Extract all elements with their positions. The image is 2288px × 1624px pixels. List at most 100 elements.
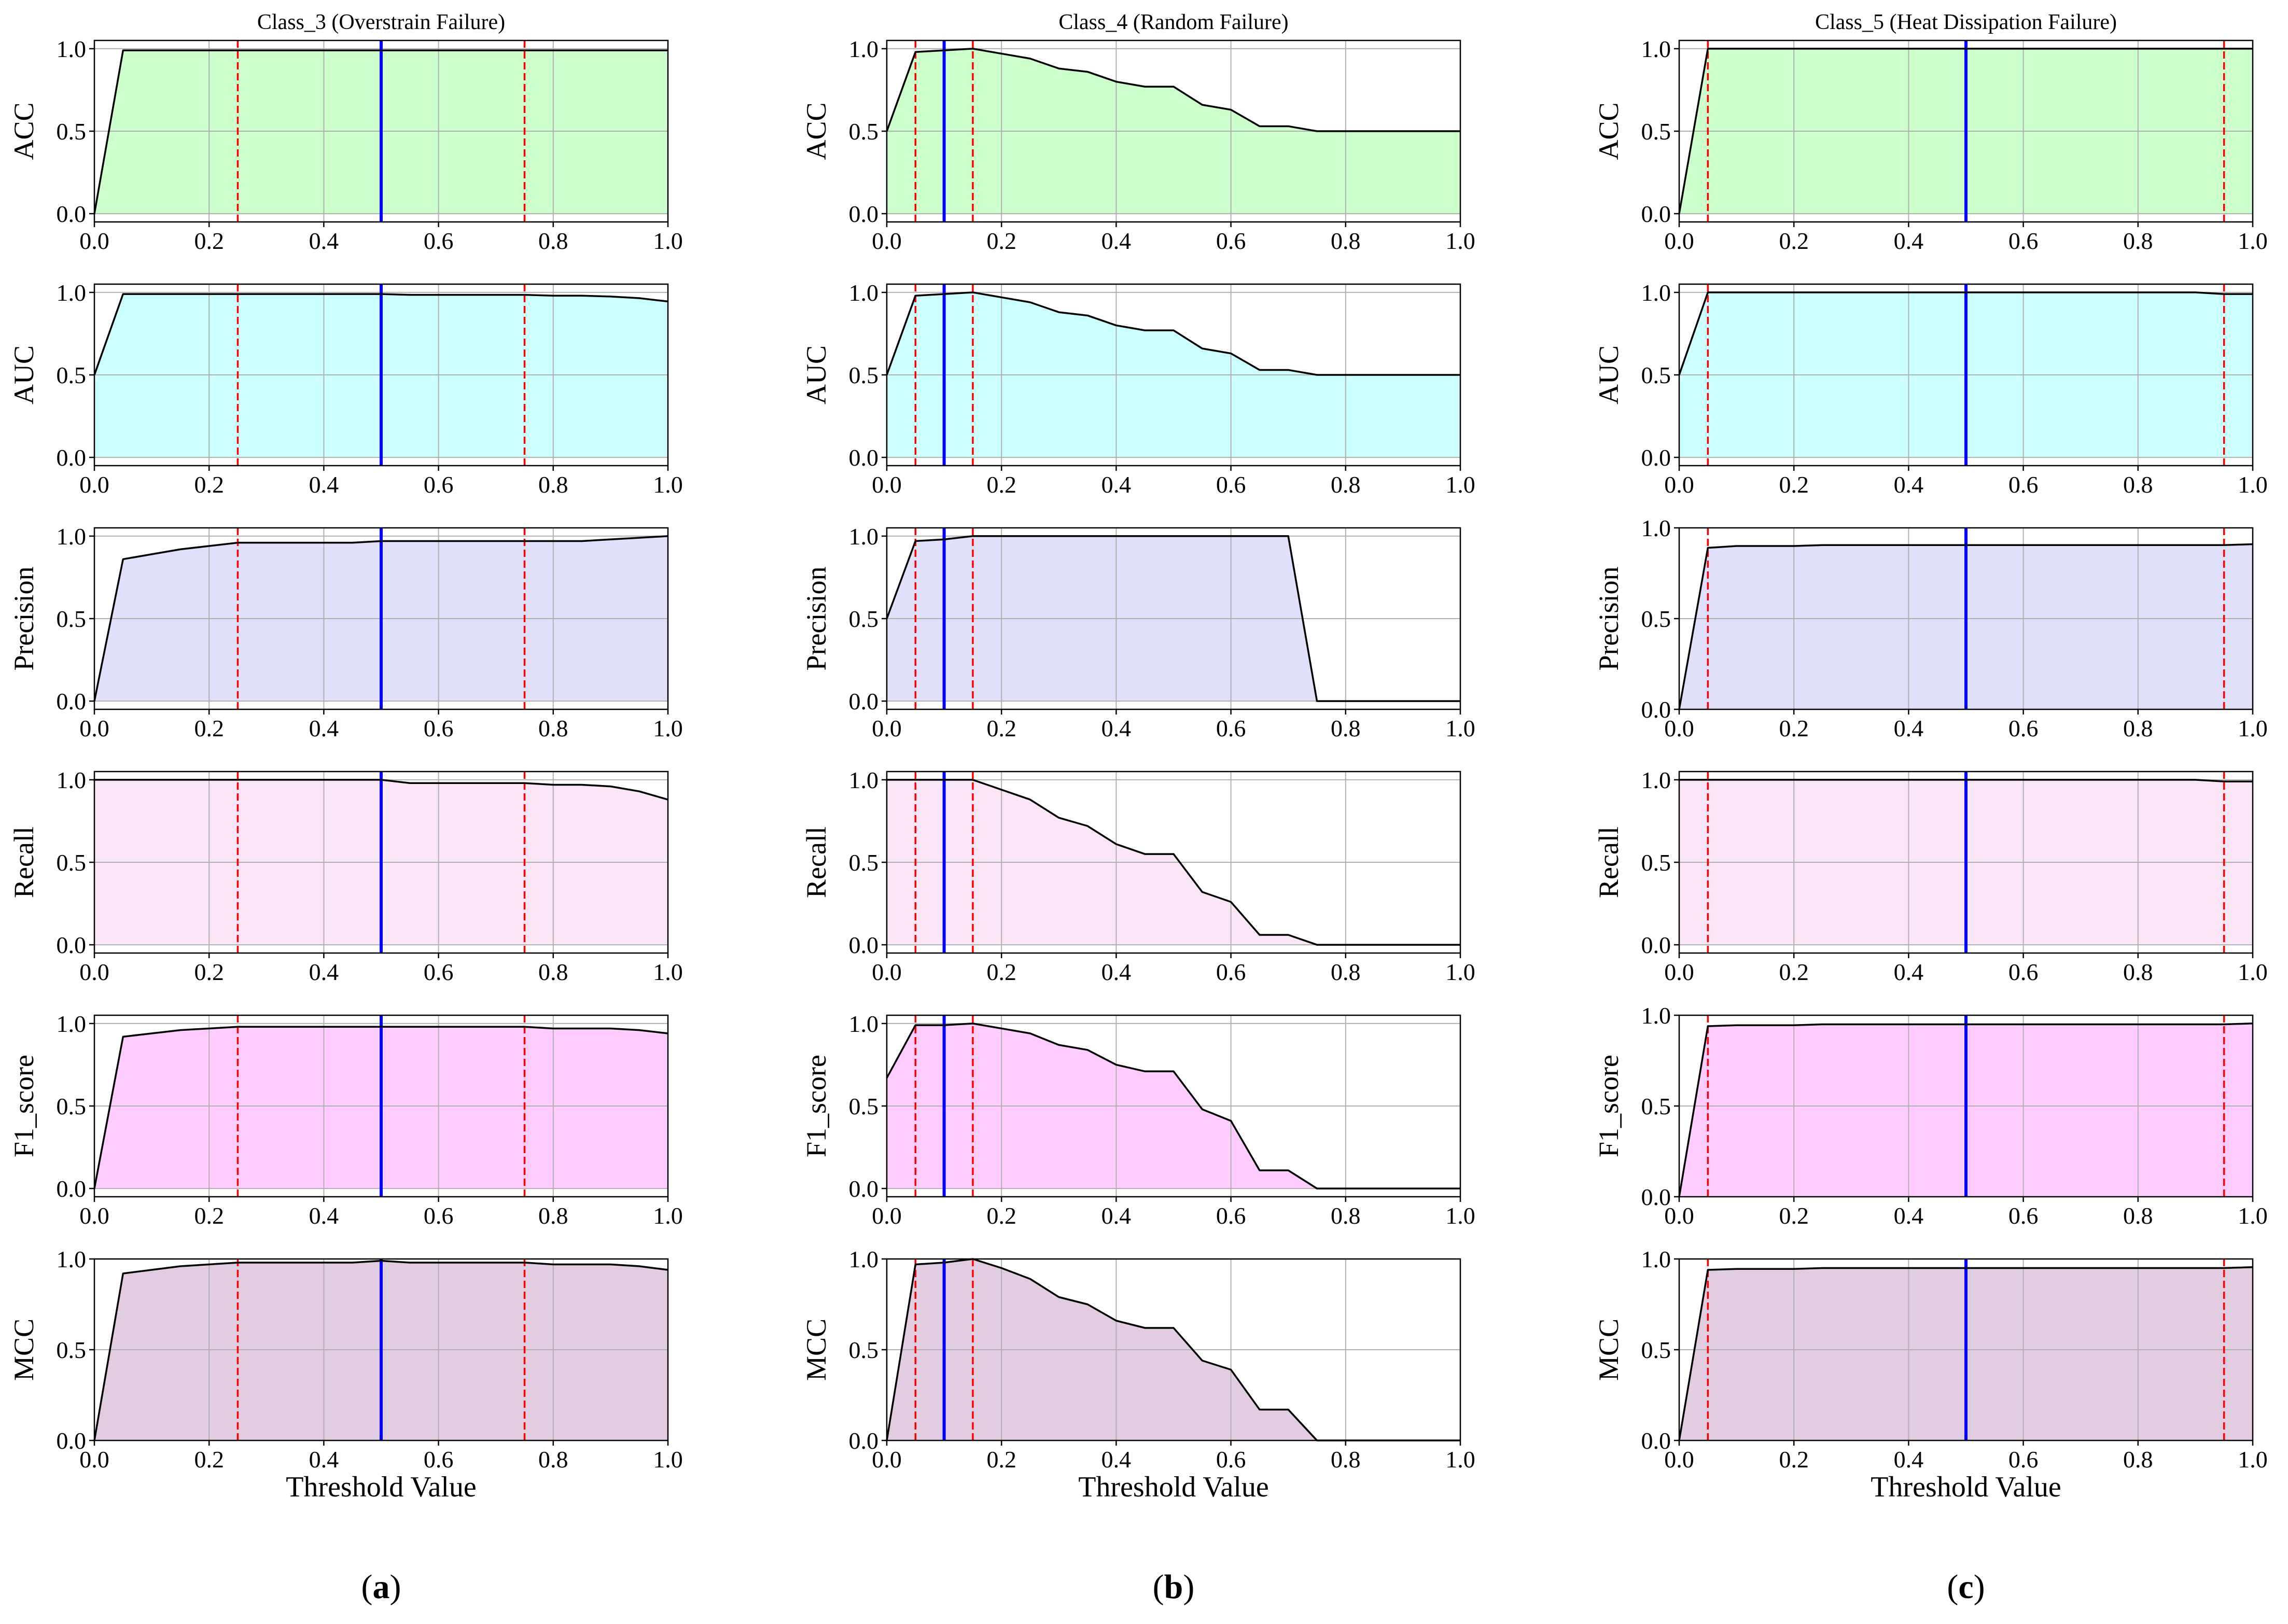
y-tick-label: 1.0	[57, 767, 87, 793]
x-tick-label: 0.8	[2123, 471, 2153, 498]
subplot-mcc: 0.0 0.2 0.4 0.6 0.8 1.0 0.0 0.5 1.0 MCC	[801, 1246, 1475, 1473]
x-tick-label: 0.6	[2008, 228, 2039, 254]
y-tick-label: 0.5	[1641, 606, 1671, 632]
subplot-precision: 0.0 0.2 0.4 0.6 0.8 1.0 0.0 0.5 1.0 Precision	[8, 523, 683, 741]
x-tick-label: 0.6	[424, 715, 454, 741]
y-tick-label: 0.5	[849, 606, 879, 632]
x-tick-label: 0.4	[1894, 959, 1924, 985]
x-tick-label: 0.2	[194, 471, 224, 498]
subplot-auc: 0.0 0.2 0.4 0.6 0.8 1.0 0.0 0.5 1.0 AUC	[801, 279, 1475, 498]
x-tick-label: 1.0	[2238, 959, 2268, 985]
y-tick-label: 0.0	[849, 201, 879, 227]
x-tick-label: 0.0	[872, 1446, 902, 1473]
x-tick-label: 0.4	[1101, 959, 1132, 985]
x-tick-label: 0.2	[1779, 471, 1809, 498]
y-tick-label: 0.5	[57, 362, 87, 388]
x-tick-label: 0.2	[986, 471, 1016, 498]
y-tick-label: 1.0	[1641, 767, 1671, 793]
x-tick-label: 1.0	[1445, 959, 1475, 985]
x-tick-label: 0.6	[1216, 1202, 1246, 1229]
y-axis-label: Recall	[1593, 827, 1624, 898]
y-tick-label: 0.0	[57, 201, 87, 227]
x-axis-label: Threshold Value	[1078, 1471, 1269, 1503]
subplot-f1_score: 0.0 0.2 0.4 0.6 0.8 1.0 0.0 0.5 1.0 F1_score	[1593, 1002, 2268, 1229]
x-tick-label: 0.0	[79, 1202, 109, 1229]
y-axis-label: ACC	[1593, 102, 1624, 160]
x-tick-label: 1.0	[2238, 715, 2268, 741]
subplot-mcc: 0.0 0.2 0.4 0.6 0.8 1.0 0.0 0.5 1.0 MCC	[1593, 1246, 2268, 1473]
x-tick-label: 0.6	[424, 471, 454, 498]
y-tick-label: 1.0	[849, 36, 879, 62]
y-tick-label: 0.5	[849, 118, 879, 145]
metric-curve-precision	[93, 535, 668, 702]
y-tick-label: 0.5	[1641, 1337, 1671, 1363]
x-tick-label: 0.2	[194, 228, 224, 254]
metric-curve-recall	[1679, 779, 2253, 782]
subplot-mcc: 0.0 0.2 0.4 0.6 0.8 1.0 0.0 0.5 1.0 MCC	[8, 1246, 683, 1473]
x-tick-label: 0.2	[986, 959, 1016, 985]
metric-curve-mcc	[1678, 1266, 2253, 1441]
x-tick-label: 1.0	[1445, 471, 1475, 498]
x-tick-label: 1.0	[653, 471, 683, 498]
x-tick-label: 0.0	[872, 959, 902, 985]
chart-column-1: Class_3 (Overstrain Failure) 0.0 0.2 0.4 0.6…	[8, 10, 683, 1606]
y-tick-label: 1.0	[849, 1246, 879, 1272]
x-tick-label: 0.8	[538, 1446, 568, 1473]
x-tick-label: 0.4	[309, 1446, 339, 1473]
chart-column-2: Class_4 (Random Failure) 0.0 0.2 0.4 0.6 0.8 1…	[801, 10, 1475, 1606]
x-tick-label: 0.8	[2123, 959, 2153, 985]
x-tick-label: 0.6	[424, 228, 454, 254]
y-tick-label: 0.5	[849, 1337, 879, 1363]
subplot-recall: 0.0 0.2 0.4 0.6 0.8 1.0 0.0 0.5 1.0 Recall	[1593, 767, 2268, 985]
y-tick-label: 0.0	[849, 932, 879, 958]
y-tick-label: 0.0	[1641, 1427, 1671, 1454]
x-tick-label: 0.4	[309, 1202, 339, 1229]
y-tick-label: 0.0	[849, 1175, 879, 1202]
x-tick-label: 0.4	[1894, 1446, 1924, 1473]
chart-title: Class_5 (Heat Dissipation Failure)	[1815, 10, 2117, 34]
y-tick-label: 0.5	[849, 1093, 879, 1119]
x-tick-label: 0.6	[2008, 1446, 2039, 1473]
x-tick-label: 0.4	[1101, 228, 1132, 254]
y-tick-label: 0.0	[1641, 1184, 1671, 1210]
x-tick-label: 0.6	[1216, 959, 1246, 985]
metric-curve-acc	[1678, 48, 2253, 214]
subplot-auc: 0.0 0.2 0.4 0.6 0.8 1.0 0.0 0.5 1.0 AUC	[1593, 279, 2268, 498]
y-tick-label: 0.0	[849, 688, 879, 715]
y-tick-label: 0.0	[849, 1427, 879, 1454]
subplot-recall: 0.0 0.2 0.4 0.6 0.8 1.0 0.0 0.5 1.0 Recall	[8, 767, 683, 985]
y-axis-label: MCC	[1593, 1319, 1624, 1381]
x-tick-label: 0.0	[872, 228, 902, 254]
y-tick-label: 0.0	[849, 444, 879, 471]
y-tick-label: 0.5	[57, 1093, 87, 1119]
x-tick-label: 0.6	[1216, 228, 1246, 254]
x-tick-label: 0.4	[309, 471, 339, 498]
y-tick-label: 1.0	[849, 523, 879, 550]
metric-curve-auc	[1678, 291, 2253, 375]
x-tick-label: 0.6	[2008, 471, 2039, 498]
y-axis-label: Precision	[8, 567, 39, 671]
metric-curve-mcc	[93, 1259, 668, 1441]
y-tick-label: 0.5	[1641, 362, 1671, 388]
x-tick-label: 1.0	[1445, 228, 1475, 254]
x-tick-label: 1.0	[1445, 1446, 1475, 1473]
x-tick-label: 0.0	[79, 471, 109, 498]
y-tick-label: 1.0	[1641, 515, 1671, 541]
x-tick-label: 0.4	[1101, 471, 1132, 498]
metric-curve-precision	[1678, 543, 2253, 710]
x-tick-label: 0.0	[79, 228, 109, 254]
x-tick-label: 0.4	[1894, 715, 1924, 741]
x-tick-label: 0.4	[1101, 715, 1132, 741]
metric-curve-precision	[886, 535, 1460, 702]
y-axis-label: AUC	[801, 345, 832, 404]
panel-label: (a)	[361, 1568, 401, 1606]
x-tick-label: 0.6	[1216, 1446, 1246, 1473]
y-axis-label: Precision	[801, 567, 832, 671]
x-tick-label: 0.2	[986, 1202, 1016, 1229]
x-tick-label: 0.8	[538, 471, 568, 498]
subplot-acc: 0.0 0.2 0.4 0.6 0.8 1.0 0.0 0.5 1.0 ACC	[801, 36, 1475, 254]
x-tick-label: 0.2	[986, 1446, 1016, 1473]
x-tick-label: 1.0	[653, 1202, 683, 1229]
x-tick-label: 0.0	[1664, 471, 1694, 498]
